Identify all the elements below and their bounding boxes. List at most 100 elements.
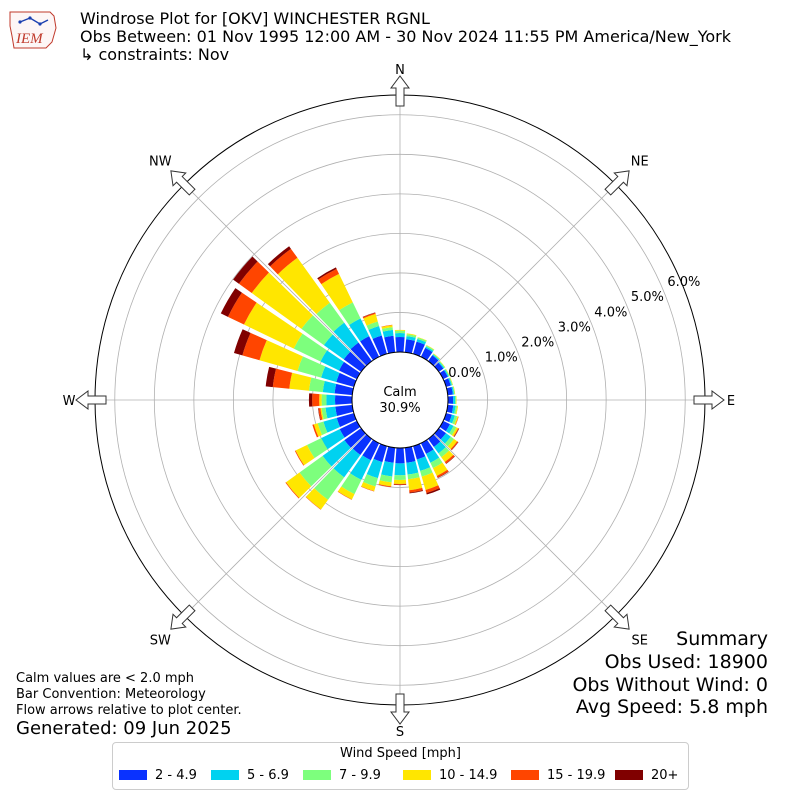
bar-320deg-bin5 [267,246,291,267]
iem-logo: IEM [6,6,64,50]
bar-70deg-bin2 [449,377,453,386]
bar-250deg-bin4 [312,424,319,438]
compass-label-NE: NE [631,154,649,169]
bar-60deg-bin1 [443,369,449,377]
bar-20deg-bin3 [417,337,427,341]
bar-310deg-bin4 [238,261,269,294]
bar-160deg-bin2 [420,467,433,477]
bar-120deg-bin4 [453,428,459,437]
bar-10deg-bin1 [406,336,416,341]
bar-310deg-bin5 [233,256,258,284]
bar-290deg-bin5 [233,329,251,356]
flow-arrow-note: Flow arrows relative to plot center. [16,703,242,718]
bar-300deg-bin3 [243,302,303,349]
bar-70deg-bin0 [443,378,451,387]
legend-swatch-4 [511,770,539,780]
bar-40deg-bin2 [432,353,440,360]
bar-320deg-bin1 [333,322,359,350]
bar-50deg-bin1 [438,361,445,369]
bar-180deg-bin5 [393,484,407,486]
bar-200deg-bin4 [361,486,375,492]
flow-arrow-0 [390,75,410,107]
legend-swatch-5 [615,770,643,780]
flow-arrow-90 [693,390,725,410]
bar-350deg-bin2 [382,327,393,332]
summary-heading: Summary [676,628,768,650]
bar-290deg-bin4 [242,332,267,361]
bar-190deg-bin2 [379,474,393,483]
bar-210deg-bin2 [341,473,362,495]
bar-70deg-bin3 [449,377,454,386]
bar-220deg-bin1 [333,448,361,478]
bar-110deg-bin1 [449,414,455,424]
bar-210deg-bin1 [350,455,371,480]
bar-150deg-bin4 [436,469,449,478]
bar-310deg-bin0 [343,351,366,372]
bar-320deg-bin0 [350,342,372,366]
bar-180deg-bin1 [394,463,406,476]
bar-300deg-bin0 [338,361,361,380]
bar-290deg-bin1 [321,366,340,382]
bar-250deg-bin3 [313,423,322,437]
calm-center: Calm 30.9% [351,351,449,449]
bar-250deg-bin0 [336,413,357,427]
bar-260deg-bin0 [335,404,354,416]
bar-330deg-bin0 [360,336,380,361]
bar-230deg-bin2 [299,455,332,487]
bar-330deg-bin2 [339,302,361,325]
legend-item-4: 15 - 19.9 [511,768,605,783]
radial-tick-label-4: 4.0% [594,305,627,320]
bar-210deg-bin4 [337,491,352,500]
bar-150deg-bin5 [437,471,449,479]
bar-230deg-bin0 [344,428,366,448]
compass-label-E: E [727,394,735,409]
bar-90deg-bin2 [454,395,457,405]
calm-value: 30.9% [379,401,420,416]
legend-item-1: 5 - 6.9 [211,768,289,783]
bar-260deg-bin4 [318,408,323,421]
legend-label-3: 10 - 14.9 [439,768,498,783]
legend-item-2: 7 - 9.9 [303,768,381,783]
bar-220deg-bin4 [305,496,322,510]
bar-120deg-bin5 [454,428,460,437]
flow-arrow-135 [604,604,630,630]
bar-340deg-bin4 [362,312,376,319]
bar-230deg-bin4 [285,482,300,499]
iem-logo-graphic: IEM [9,11,57,49]
bar-200deg-bin0 [373,443,387,463]
bar-80deg-bin1 [451,386,455,395]
bar-150deg-bin3 [432,462,448,476]
legend-item-3: 10 - 14.9 [403,768,497,783]
bar-180deg-bin3 [393,479,407,484]
radial-tick-label-0: 0.0% [448,366,481,381]
bar-270deg-bin0 [334,395,353,405]
legend-swatch-1 [211,770,239,780]
compass-label-W: W [63,394,76,409]
bar-10deg-bin3 [406,333,417,336]
bar-340deg-bin0 [372,335,387,357]
bar-180deg-bin2 [394,475,406,481]
iem-logo-text: IEM [15,31,44,47]
bar-340deg-bin1 [368,326,382,339]
radial-tick-label-3: 3.0% [558,320,591,335]
bar-180deg-bin0 [395,447,405,464]
bar-110deg-bin3 [454,416,459,425]
grid-spoke-315 [184,184,367,367]
bar-80deg-bin3 [453,386,456,395]
bar-280deg-bin4 [272,368,293,389]
bar-10deg-bin0 [404,339,415,354]
calm-circle [351,351,449,449]
bar-170deg-bin3 [408,477,423,491]
compass-label-SW: SW [150,634,171,649]
bar-150deg-bin0 [420,439,434,454]
bar-160deg-bin0 [413,443,426,460]
bar-130deg-bin2 [444,436,455,447]
bar-350deg-bin1 [382,329,394,338]
bar-320deg-bin3 [277,257,330,314]
bar-190deg-bin0 [384,446,396,463]
legend-swatch-3 [403,770,431,780]
bar-100deg-bin1 [451,405,456,414]
bar-290deg-bin3 [259,340,303,371]
bar-310deg-bin3 [251,272,313,329]
